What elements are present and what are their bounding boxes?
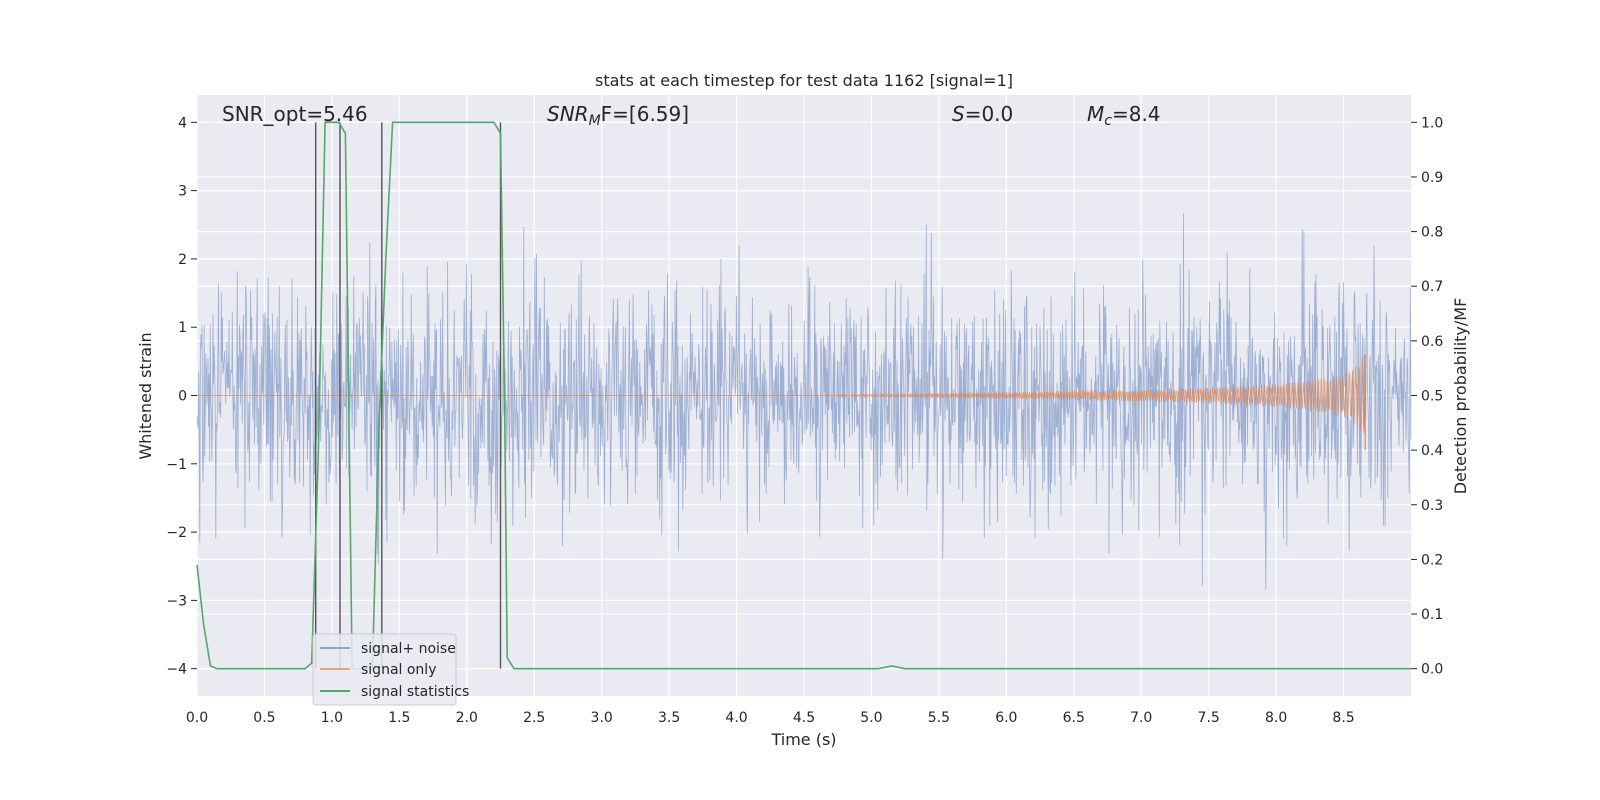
y-right-tick-label-1: 0.9	[1421, 170, 1443, 186]
s-rest: =0.0	[965, 102, 1014, 126]
x-tick-label-15: 7.5	[1198, 710, 1220, 726]
x-tick-label-10: 5.0	[860, 710, 882, 726]
mc-rest: =8.4	[1112, 102, 1161, 126]
y-right-tick-label-5: 0.5	[1421, 389, 1443, 405]
y-axis-label-left: Whitened strain	[136, 332, 155, 459]
y-right-tick-label-10: 0.0	[1421, 662, 1443, 678]
y-right-tick-label-9: 0.1	[1421, 607, 1443, 623]
x-tick-label-3: 1.5	[388, 710, 410, 726]
y-right-tick-label-6: 0.4	[1421, 443, 1443, 459]
y-axis-label-right: Detection probability/MF	[1451, 298, 1470, 495]
y-left-tick-label-7: −3	[166, 593, 187, 609]
legend-label-stats: signal statistics	[361, 684, 469, 700]
y-right-tick-label-0: 1.0	[1421, 115, 1443, 131]
y-left-tick-label-5: −1	[166, 457, 187, 473]
x-tick-label-1: 0.5	[253, 710, 275, 726]
y-left-tick-label-4: 0	[178, 389, 187, 405]
x-tick-label-2: 1.0	[321, 710, 343, 726]
x-tick-label-8: 4.0	[725, 710, 747, 726]
mc-annotation: Mc=8.4	[1087, 102, 1161, 129]
y-left-tick-label-2: 2	[178, 252, 187, 268]
snr-mf-rest: F=[6.59]	[601, 102, 689, 126]
legend-label-noise: signal+ noise	[361, 641, 456, 657]
x-tick-label-17: 8.5	[1332, 710, 1354, 726]
chart-title: stats at each timestep for test data 116…	[595, 71, 1013, 90]
y-right-tick-label-7: 0.3	[1421, 498, 1443, 514]
x-tick-label-11: 5.5	[928, 710, 950, 726]
y-left-tick-label-8: −4	[166, 662, 187, 678]
x-tick-label-14: 7.0	[1130, 710, 1152, 726]
snr-mf-main: SNR	[547, 102, 589, 126]
x-tick-label-7: 3.5	[658, 710, 680, 726]
s-annotation: S=0.0	[952, 102, 1013, 126]
legend-label-signal: signal only	[361, 662, 436, 678]
x-tick-label-9: 4.5	[793, 710, 815, 726]
y-right-tick-label-8: 0.2	[1421, 552, 1443, 568]
legend: signal+ noise signal only signal statist…	[313, 634, 469, 705]
x-axis-label: Time (s)	[770, 730, 836, 749]
y-left-tick-label-0: 4	[178, 115, 187, 131]
x-tick-label-0: 0.0	[186, 710, 208, 726]
y-right-tick-label-2: 0.8	[1421, 225, 1443, 241]
snr-mf-sub: M	[589, 113, 601, 129]
snr-opt-annotation: SNR_opt=5.46	[222, 102, 368, 126]
s-main: S	[952, 102, 965, 126]
x-tick-label-16: 8.0	[1265, 710, 1287, 726]
y-right-tick-label-4: 0.6	[1421, 334, 1443, 350]
x-tick-label-5: 2.5	[523, 710, 545, 726]
x-tick-label-4: 2.0	[456, 710, 478, 726]
y-left-tick-label-6: −2	[166, 525, 187, 541]
x-tick-label-13: 6.5	[1063, 710, 1085, 726]
x-tick-label-6: 3.0	[591, 710, 613, 726]
y-left-tick-label-3: 1	[178, 320, 187, 336]
y-right-tick-label-3: 0.7	[1421, 279, 1443, 295]
x-tick-label-12: 6.0	[995, 710, 1017, 726]
mc-main: M	[1087, 102, 1104, 126]
snr-mf-annotation: SNRMF=[6.59]	[547, 102, 689, 129]
y-left-tick-label-1: 3	[178, 184, 187, 200]
